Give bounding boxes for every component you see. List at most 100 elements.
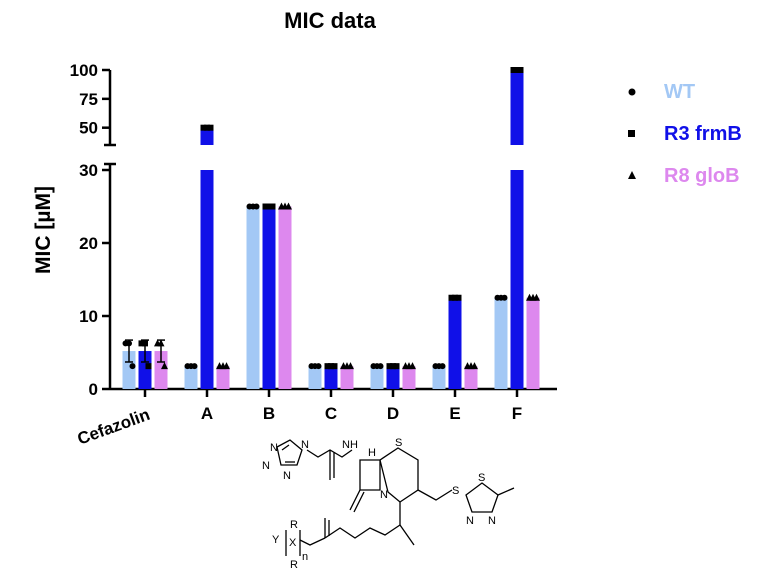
data-point-square (328, 363, 334, 370)
substituent-r-top: R (290, 519, 298, 531)
bar-wt (308, 366, 322, 389)
y-tick-label: 10 (79, 307, 98, 326)
thiadiazole-N1: N (466, 515, 474, 527)
y-tick-label: 100 (70, 61, 98, 80)
bar-r3-frmb (324, 366, 338, 389)
carbonyl-bond (399, 524, 415, 546)
thiadiazole-sulfur: S (478, 472, 485, 484)
bar-r3-frmb-lower (510, 170, 524, 389)
data-point-square (452, 294, 458, 301)
lactam-carbonyl (349, 489, 361, 511)
data-point-circle (126, 340, 132, 347)
bar-wt (184, 366, 198, 389)
bar-wt (494, 297, 508, 389)
markers-group (122, 67, 540, 370)
tetrazole-ring (276, 439, 303, 466)
lactam-nitrogen: N (380, 489, 388, 501)
methyl-group (497, 487, 515, 496)
tetrazole-N1: N (270, 442, 278, 454)
bar-r3-frmb (138, 351, 152, 389)
bar-r3-frmb-lower (200, 170, 214, 389)
x-axis: Cefazolin A B C D E F (75, 387, 557, 449)
bar-r8-glob (278, 206, 292, 389)
bars-group (122, 70, 540, 389)
x-tick-label: E (449, 404, 460, 423)
y-tick-label: 30 (79, 161, 98, 180)
x-tick-label: C (325, 404, 337, 423)
bar-wt (370, 366, 384, 389)
data-point-triangle (161, 362, 168, 370)
data-point-circle (253, 203, 260, 210)
bar-r3-frmb-upper (200, 127, 214, 145)
amide-hydrogen: H (350, 439, 358, 451)
data-point-square (324, 363, 331, 370)
lactam-carbonyl-double (353, 491, 365, 513)
beta-lactam-ring (359, 459, 381, 491)
data-point-square (200, 124, 207, 131)
bar-r3-frmb (386, 366, 400, 389)
data-point-triangle (409, 362, 416, 370)
chemical-structure: N N N N N N H H N S S S N N (262, 437, 515, 571)
repeat-count-n: n (302, 551, 308, 563)
legend-label: R3 frmB (664, 123, 742, 145)
x-tick-label: A (201, 404, 213, 423)
bar-wt (246, 206, 260, 389)
data-point-square (142, 340, 148, 347)
terminal-group-y: Y (272, 534, 280, 546)
bar-r8-glob (402, 366, 416, 389)
data-point-circle (315, 363, 322, 370)
data-point-circle (501, 294, 508, 301)
repeat-atom-x: X (289, 537, 297, 549)
tetrazole-double-bond (281, 444, 290, 451)
data-point-square (269, 203, 276, 210)
bar-r8-glob (154, 351, 168, 389)
x-tick-label: Cefazolin (75, 405, 153, 449)
x-tick-label: F (512, 404, 522, 423)
thiadiazole-N2: N (488, 515, 496, 527)
bar-r8-glob (340, 366, 354, 389)
bar-r3-frmb (448, 297, 462, 389)
data-point-square (207, 124, 214, 131)
data-point-triangle (157, 339, 165, 347)
y-tick-label: 20 (79, 234, 98, 253)
data-point-triangle (533, 293, 540, 301)
ring-hydrogen: H (368, 447, 376, 459)
ester-chain (324, 524, 401, 539)
data-point-circle (129, 363, 136, 370)
y-axis: 0 10 20 30 50 75 100 (70, 61, 116, 399)
tetrazole-N2: N (262, 460, 270, 472)
y-tick-label: 50 (79, 119, 98, 138)
data-point-square (138, 340, 145, 347)
data-point-triangle (223, 362, 230, 370)
data-point-square (386, 363, 393, 370)
data-point-circle (191, 363, 198, 370)
y-axis-label: MIC [µM] (32, 186, 55, 274)
legend-label: WT (664, 81, 695, 103)
chart-title: MIC data (284, 8, 376, 33)
data-point-square (266, 203, 272, 210)
data-point-triangle (285, 202, 292, 210)
x-tick-label: B (263, 404, 275, 423)
ring-sulfur: S (395, 437, 402, 449)
bar-r8-glob (464, 366, 478, 389)
data-point-square (331, 363, 338, 370)
legend-marker-square (628, 130, 635, 137)
legend: WT R3 frmB R8 gloB (628, 81, 742, 187)
y-tick-label: 0 (89, 380, 98, 399)
bar-r3-frmb-upper (510, 70, 524, 145)
substituent-r-bottom: R (290, 559, 298, 571)
data-point-square (390, 363, 396, 370)
legend-marker-circle (628, 88, 636, 96)
bar-wt (432, 366, 446, 389)
thioether-sulfur: S (452, 485, 459, 497)
y-tick-label: 75 (79, 90, 98, 109)
ester-link (299, 537, 326, 546)
thiadiazole-ring (465, 482, 499, 513)
bar-r3-frmb (262, 206, 276, 389)
bar-wt (122, 351, 136, 389)
data-point-square (514, 67, 520, 73)
data-point-circle (439, 363, 446, 370)
data-point-square (393, 363, 400, 370)
methylene-thio-link (417, 489, 453, 501)
